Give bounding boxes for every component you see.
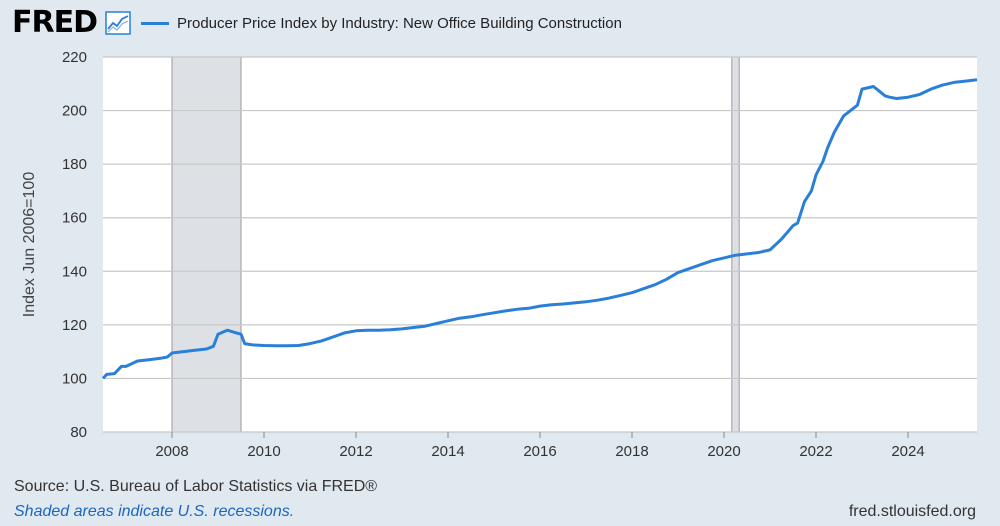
plot-area xyxy=(103,57,977,432)
recession-band xyxy=(731,56,740,433)
fred-url-link[interactable]: fred.stlouisfed.org xyxy=(848,503,976,520)
y-tick-label: 140 xyxy=(62,263,87,280)
series-line[interactable] xyxy=(101,78,978,380)
y-tick-label: 200 xyxy=(62,103,87,120)
x-tick-label: 2014 xyxy=(431,443,464,460)
recession-note: Shaded areas indicate U.S. recessions. xyxy=(14,503,295,520)
chart-header: FRED Producer Price Index by Industry: N… xyxy=(12,6,622,40)
x-tick-label: 2012 xyxy=(339,443,372,460)
x-tick-label: 2008 xyxy=(155,443,188,460)
y-tick-label: 100 xyxy=(62,370,87,387)
x-tick-label: 2016 xyxy=(523,443,556,460)
x-tick-label: 2022 xyxy=(799,443,832,460)
y-tick-label: 80 xyxy=(70,424,87,441)
y-axis-label: Index Jun 2006=100 xyxy=(21,172,38,318)
y-tick-label: 180 xyxy=(62,156,87,173)
x-tick-label: 2010 xyxy=(247,443,280,460)
legend-label[interactable]: Producer Price Index by Industry: New Of… xyxy=(177,14,622,32)
x-tick-label: 2024 xyxy=(891,443,924,460)
source-note: Source: U.S. Bureau of Labor Statistics … xyxy=(14,478,378,495)
fred-logo[interactable]: FRED xyxy=(12,5,98,40)
y-tick-label: 160 xyxy=(62,210,87,227)
line-graph-icon xyxy=(105,11,131,35)
legend-swatch xyxy=(141,21,169,25)
x-tick-label: 2018 xyxy=(615,443,648,460)
x-tick-label: 2020 xyxy=(707,443,740,460)
y-tick-label: 120 xyxy=(62,317,87,334)
y-tick-label: 220 xyxy=(62,49,87,66)
recession-band xyxy=(171,56,242,433)
